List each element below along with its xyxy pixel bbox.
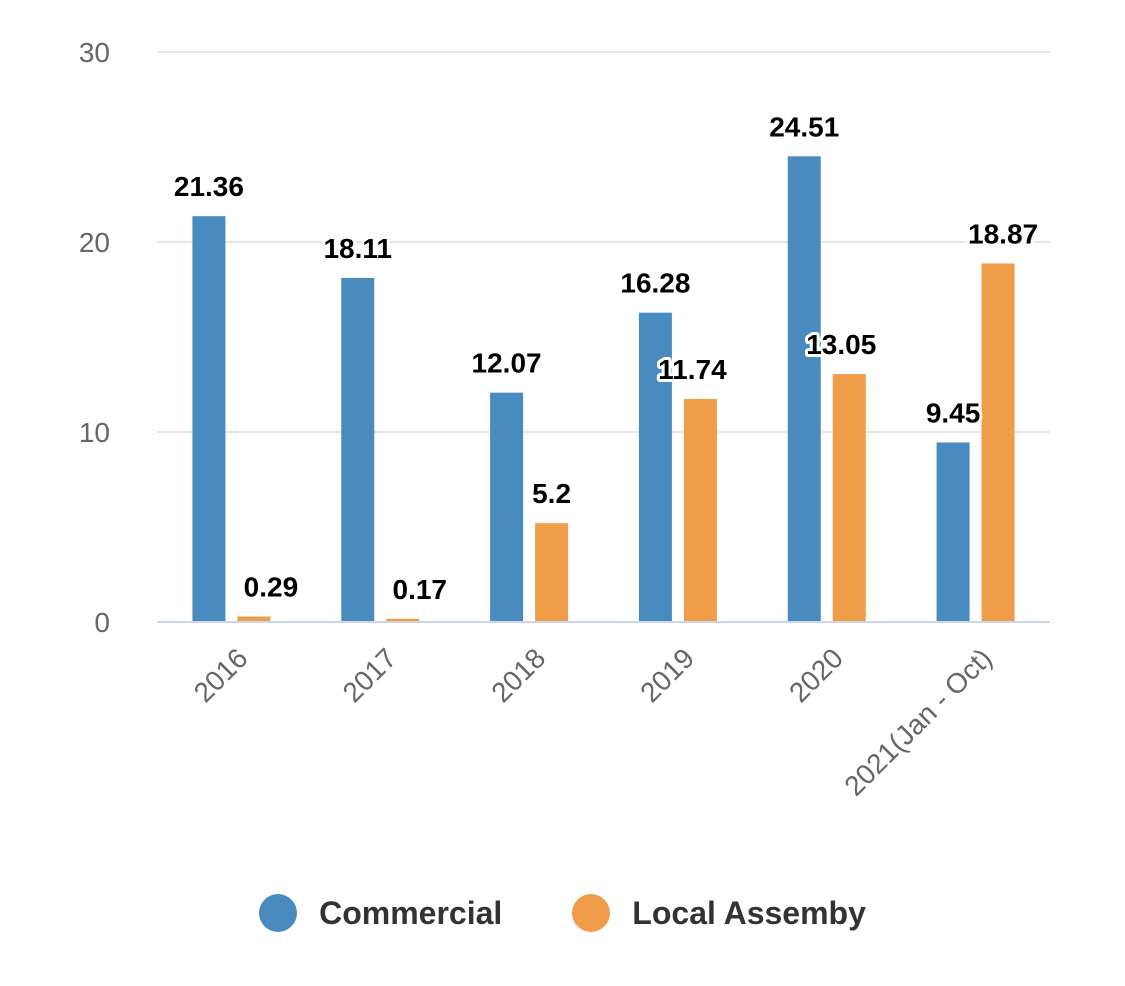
data-label-commercial-4: 24.51 (769, 111, 839, 142)
bar-local-assemby-2[interactable] (535, 523, 569, 622)
data-label-local-assemby-0: 0.29 (244, 571, 299, 602)
legend-item-local-assemby[interactable]: Local Assemby (572, 894, 866, 932)
data-label-local-assemby-5: 18.87 (968, 218, 1038, 249)
y-tick-label-0: 0 (94, 607, 110, 638)
y-axis-ticks: 0 10 20 30 (79, 37, 110, 638)
data-label-local-assemby-2: 5.2 (532, 478, 571, 509)
bar-commercial-0[interactable] (192, 216, 226, 622)
x-tick-label-0: 2016 (188, 642, 254, 708)
legend: Commercial Local Assemby (0, 888, 1125, 938)
x-tick-label-2: 2018 (485, 642, 551, 708)
bar-local-assemby-0[interactable] (237, 616, 271, 622)
legend-label-commercial: Commercial (319, 894, 503, 931)
legend-item-commercial[interactable]: Commercial (259, 894, 502, 932)
grid-lines (157, 51, 1050, 433)
data-label-commercial-3: 16.28 (620, 268, 690, 299)
legend-marker-commercial (259, 894, 298, 932)
bars (192, 156, 1015, 622)
y-tick-label-30: 30 (79, 37, 110, 68)
data-label-commercial-5: 9.45 (926, 397, 981, 428)
data-label-local-assemby-4: 13.05 (806, 329, 876, 360)
bar-local-assemby-5[interactable] (981, 263, 1015, 622)
legend-marker-local-assemby (572, 894, 611, 932)
legend-label-local-assemby: Local Assemby (632, 894, 866, 931)
y-tick-label-10: 10 (79, 417, 110, 448)
bar-local-assemby-1[interactable] (386, 618, 420, 622)
x-tick-label-4: 2020 (783, 642, 849, 708)
bar-commercial-1[interactable] (341, 277, 375, 622)
bar-commercial-5[interactable] (936, 442, 970, 622)
x-tick-label-5: 2021(Jan - Oct) (838, 642, 997, 801)
bar-local-assemby-4[interactable] (832, 374, 866, 622)
data-label-commercial-2: 12.07 (472, 348, 542, 379)
data-label-commercial-0: 21.36 (174, 171, 244, 202)
data-label-local-assemby-3: 11.74 (658, 354, 727, 385)
x-tick-label-1: 2017 (337, 642, 403, 708)
bar-commercial-2[interactable] (490, 392, 524, 622)
data-label-commercial-1: 18.11 (323, 233, 392, 264)
bar-local-assemby-3[interactable] (683, 398, 717, 622)
data-labels: 21.36 0.29 18.11 0.17 12.07 5.2 16.28 11.74 24.5… (171, 108, 1041, 607)
x-tick-label-3: 2019 (634, 642, 700, 708)
y-tick-label-20: 20 (79, 227, 110, 258)
bar-commercial-3[interactable] (638, 312, 672, 622)
bar-commercial-4[interactable] (787, 156, 821, 622)
data-label-local-assemby-1: 0.17 (393, 574, 448, 605)
